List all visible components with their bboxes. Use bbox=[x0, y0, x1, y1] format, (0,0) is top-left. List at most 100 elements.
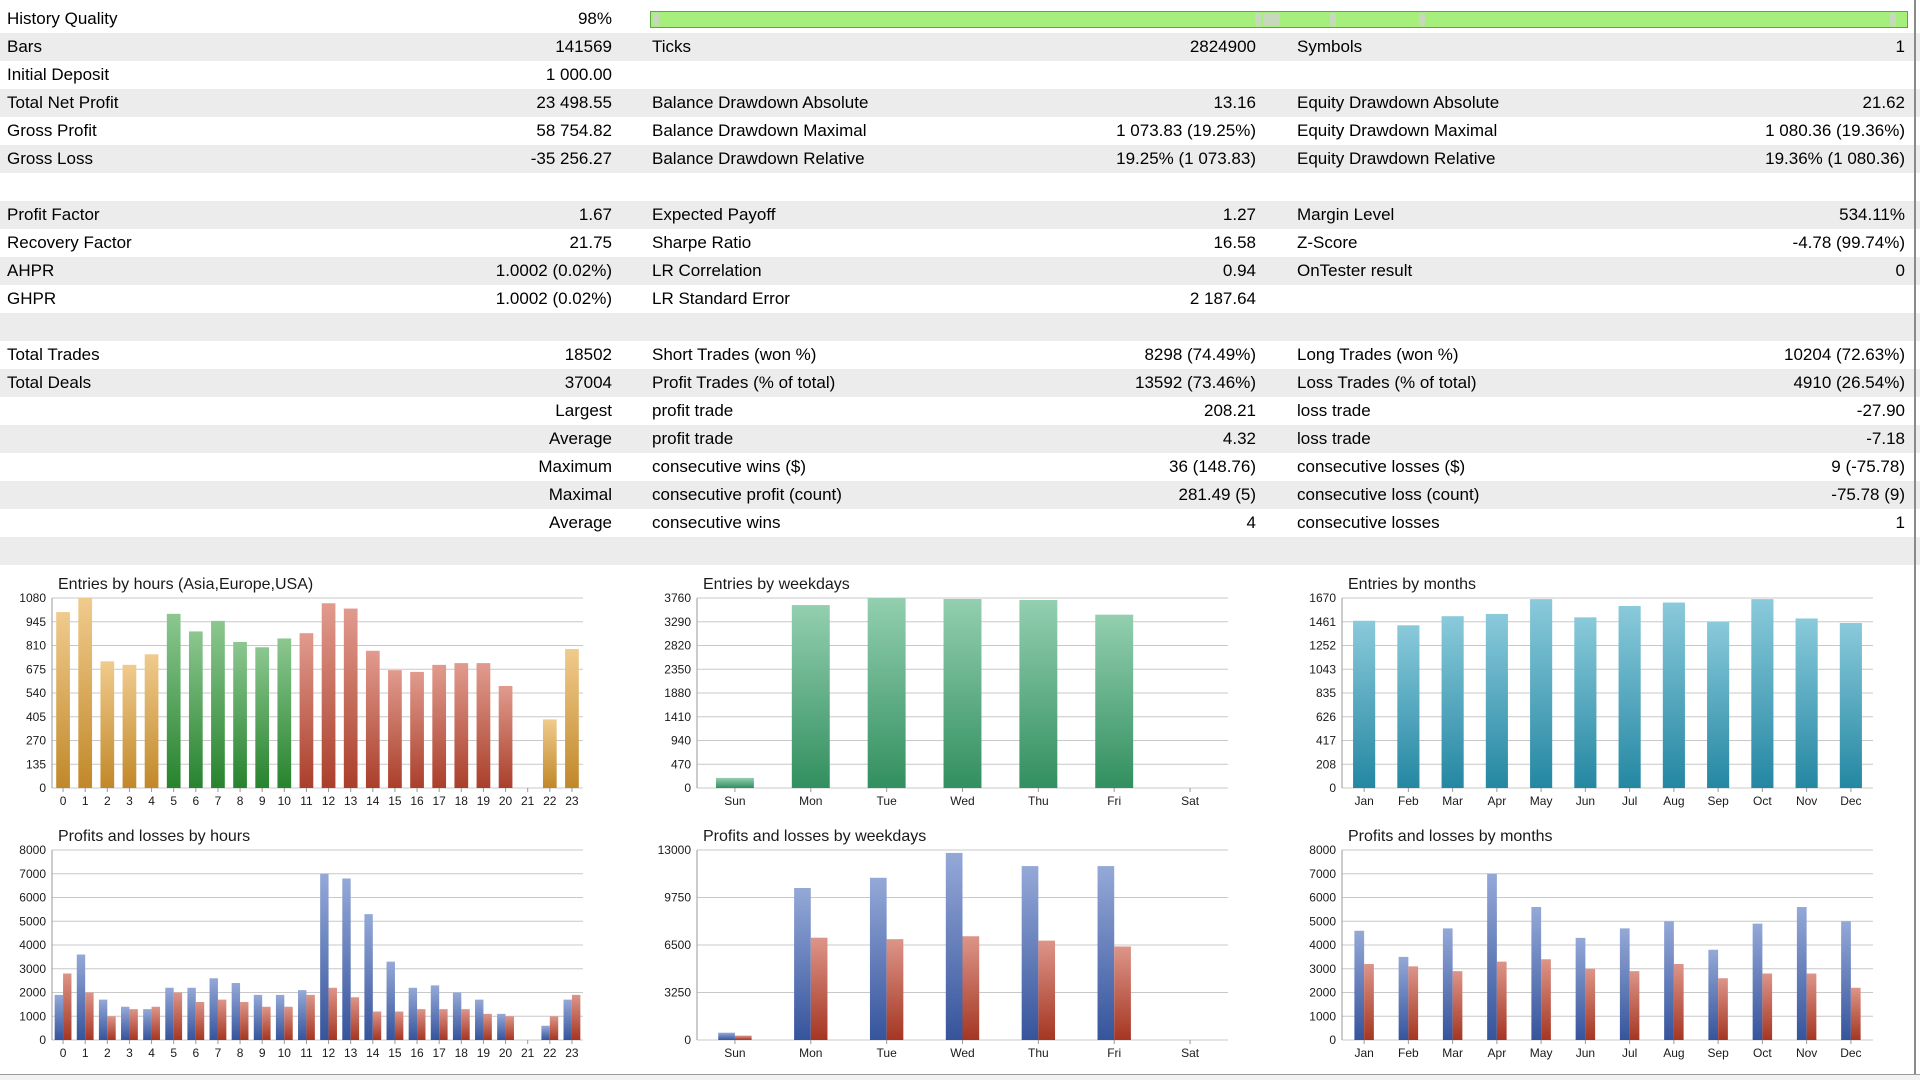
history-quality-bar bbox=[650, 11, 1908, 28]
y-tick-label: 3000 bbox=[19, 962, 46, 976]
x-tick-label: 2 bbox=[104, 1046, 111, 1060]
x-tick-label: 5 bbox=[170, 794, 177, 808]
profit-bar bbox=[231, 983, 241, 1040]
x-tick-label: Oct bbox=[1753, 1046, 1772, 1060]
stat-value: 13592 (73.46%) bbox=[1135, 373, 1256, 392]
x-tick-label: 20 bbox=[499, 794, 513, 808]
x-tick-label: 7 bbox=[215, 794, 222, 808]
x-tick-label: Mar bbox=[1442, 1046, 1463, 1060]
profit-bar bbox=[342, 878, 351, 1040]
stat-value: 19.36% (1 080.36) bbox=[1765, 149, 1905, 168]
entries-bar bbox=[1662, 602, 1685, 788]
profit-bar bbox=[718, 1032, 735, 1040]
y-tick-label: 1880 bbox=[664, 686, 691, 700]
y-tick-label: 540 bbox=[26, 686, 46, 700]
x-tick-label: 3 bbox=[126, 1046, 133, 1060]
x-tick-label: Dec bbox=[1840, 1046, 1861, 1060]
x-tick-label: 4 bbox=[148, 794, 155, 808]
quality-gap bbox=[1273, 13, 1280, 26]
stat-label: LR Standard Error bbox=[652, 289, 790, 308]
x-tick-label: Nov bbox=[1796, 794, 1817, 808]
x-tick-label: Sat bbox=[1181, 1046, 1200, 1060]
y-tick-label: 4000 bbox=[1309, 938, 1336, 952]
x-tick-label: 22 bbox=[543, 794, 557, 808]
stat-value: 37004 bbox=[564, 373, 612, 392]
stat-label: OnTester result bbox=[1297, 261, 1413, 280]
y-tick-label: 3760 bbox=[664, 591, 691, 605]
profit-bar bbox=[1354, 930, 1365, 1040]
x-tick-label: 21 bbox=[521, 794, 535, 808]
report-row: Maximal consecutive profit (count) 281.49 … bbox=[0, 481, 1920, 509]
chart-title: Profits and losses by months bbox=[1348, 828, 1553, 845]
x-tick-label: 16 bbox=[410, 794, 424, 808]
quality-gap bbox=[1269, 13, 1276, 26]
stat-value: Average bbox=[548, 513, 612, 532]
horizontal-scrollbar[interactable] bbox=[0, 1074, 1920, 1080]
x-tick-label: 7 bbox=[215, 1046, 222, 1060]
x-tick-label: 6 bbox=[192, 1046, 199, 1060]
x-tick-label: Wed bbox=[950, 794, 974, 808]
chart-title: Profits and losses by weekdays bbox=[703, 828, 926, 845]
x-tick-label: May bbox=[1530, 794, 1553, 808]
x-tick-label: Jul bbox=[1622, 1046, 1637, 1060]
x-tick-label: Mar bbox=[1442, 794, 1463, 808]
loss-bar bbox=[1364, 964, 1374, 1040]
x-tick-label: Jan bbox=[1354, 794, 1373, 808]
stat-label: LR Correlation bbox=[652, 261, 762, 280]
y-tick-label: 135 bbox=[26, 757, 46, 771]
loss-bar bbox=[284, 1006, 293, 1040]
chart-entries-by-months: Entries by months 1670 1461 1252 1043 835 626 4… bbox=[1309, 576, 1873, 808]
y-tick-label: 470 bbox=[671, 757, 691, 771]
stat-value: 1 bbox=[1895, 513, 1905, 532]
stat-value: 1 073.83 (19.25%) bbox=[1116, 121, 1256, 140]
y-tick-label: 945 bbox=[26, 615, 46, 629]
y-tick-label: 2350 bbox=[664, 662, 691, 676]
entries-bar bbox=[1397, 625, 1420, 788]
chart-title: Entries by weekdays bbox=[703, 576, 850, 593]
entries-bar bbox=[100, 661, 115, 788]
profit-bar bbox=[1841, 921, 1851, 1040]
stat-value: 534.11% bbox=[1839, 205, 1905, 224]
chart-title: Profits and losses by hours bbox=[58, 828, 250, 845]
stat-label: Symbols bbox=[1297, 37, 1363, 56]
entries-bar bbox=[255, 647, 270, 788]
chart-entries-by-hours: Entries by hours (Asia,Europe,USA)108094… bbox=[19, 576, 583, 808]
y-tick-label: 9750 bbox=[664, 891, 691, 905]
stat-value: 8298 (74.49%) bbox=[1144, 345, 1256, 364]
stat-value: -7.18 bbox=[1866, 429, 1905, 448]
y-tick-label: 1080 bbox=[19, 591, 46, 605]
y-tick-label: 0 bbox=[1329, 1033, 1336, 1047]
loss-bar bbox=[1452, 971, 1463, 1040]
entries-bar bbox=[343, 608, 358, 788]
report-row: Average profit trade 4.32 loss trade -7.18 bbox=[0, 425, 1920, 453]
y-tick-label: 8000 bbox=[1309, 843, 1336, 857]
entries-bar bbox=[122, 664, 137, 788]
entries-bar bbox=[388, 670, 402, 788]
profit-bar bbox=[1796, 907, 1807, 1040]
loss-bar bbox=[886, 939, 904, 1040]
report-row: GHPR 1.0002 (0.02%) LR Standard Error 2 187… bbox=[0, 285, 1920, 313]
loss-bar bbox=[328, 987, 337, 1040]
x-tick-label: 13 bbox=[344, 794, 358, 808]
chart-profits-losses-by-weekdays: Profits and losses by weekdays 13000 9750 6… bbox=[658, 828, 1228, 1060]
entries-bar bbox=[1441, 616, 1464, 788]
x-tick-label: 19 bbox=[477, 794, 491, 808]
entries-bar bbox=[715, 777, 754, 788]
y-tick-label: 3000 bbox=[1309, 962, 1336, 976]
loss-bar bbox=[1585, 968, 1596, 1040]
y-tick-label: 417 bbox=[1316, 734, 1336, 748]
stat-value: 0.94 bbox=[1222, 261, 1256, 280]
stat-value: 9 (-75.78) bbox=[1831, 457, 1905, 476]
stat-value: 141569 bbox=[555, 37, 612, 56]
entries-bar bbox=[211, 620, 225, 788]
report-row: Bars 141569 Ticks 2824900 Symbols 1 bbox=[0, 33, 1920, 61]
stat-label: Sharpe Ratio bbox=[652, 233, 752, 252]
x-tick-label: 2 bbox=[104, 794, 111, 808]
y-tick-label: 0 bbox=[1329, 781, 1336, 795]
report-row bbox=[0, 537, 1920, 565]
x-tick-label: Oct bbox=[1753, 794, 1772, 808]
x-tick-label: Feb bbox=[1398, 794, 1419, 808]
entries-bar bbox=[144, 654, 159, 788]
chart-entries-by-weekdays: Entries by weekdays 3760 3290 2820 2350 1880 1… bbox=[664, 576, 1228, 808]
y-tick-label: 1043 bbox=[1309, 662, 1336, 676]
